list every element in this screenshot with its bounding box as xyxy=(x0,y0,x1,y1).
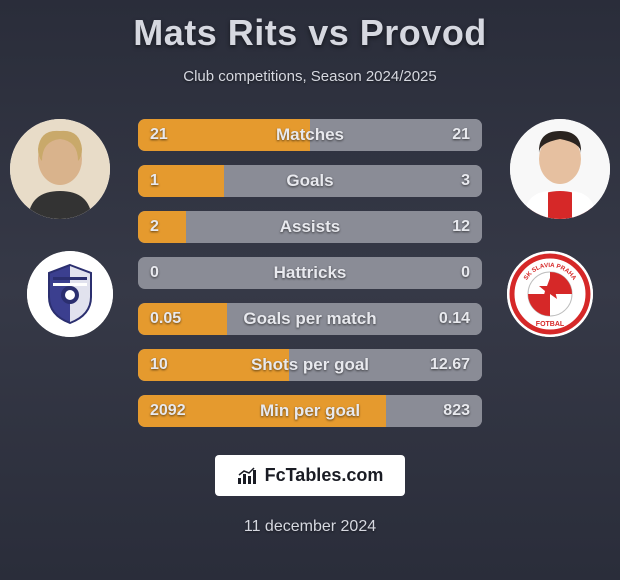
stat-label: Hattricks xyxy=(274,263,347,283)
stat-value-left: 1 xyxy=(150,172,159,190)
header: Mats Rits vs Provod Club competitions, S… xyxy=(0,0,620,85)
stat-row: 0 Hattricks 0 xyxy=(138,257,482,289)
stat-value-right: 3 xyxy=(461,172,470,190)
stat-label: Goals per match xyxy=(243,309,376,329)
stat-value-left: 10 xyxy=(150,356,168,374)
stat-row: 21 Matches 21 xyxy=(138,119,482,151)
footer: FcTables.com 11 december 2024 xyxy=(0,455,620,536)
slavia-crest-icon: SK SLAVIA PRAHA FOTBAL xyxy=(507,251,593,337)
stat-row: 10 Shots per goal 12.67 xyxy=(138,349,482,381)
stat-value-right: 0 xyxy=(461,264,470,282)
brand-badge: FcTables.com xyxy=(215,455,406,496)
bar-right xyxy=(224,165,482,197)
stat-row: 2092 Min per goal 823 xyxy=(138,395,482,427)
stat-label: Goals xyxy=(286,171,333,191)
anderlecht-crest-icon xyxy=(27,251,113,337)
stat-label: Matches xyxy=(276,125,344,145)
chart-icon xyxy=(237,467,259,485)
page-subtitle: Club competitions, Season 2024/2025 xyxy=(0,68,620,85)
stats-rows: 21Matches211Goals32Assists120Hattricks00… xyxy=(138,119,482,427)
stat-value-right: 823 xyxy=(443,402,470,420)
stat-value-left: 2 xyxy=(150,218,159,236)
comparison-panel: SK SLAVIA PRAHA FOTBAL 21 Matches 21 1 Goals… xyxy=(0,119,620,427)
player-left-icon xyxy=(10,119,110,219)
page-title: Mats Rits vs Provod xyxy=(0,12,620,54)
stat-value-left: 2092 xyxy=(150,402,186,420)
stat-label: Assists xyxy=(280,217,340,237)
date-label: 11 december 2024 xyxy=(0,518,620,536)
svg-text:FOTBAL: FOTBAL xyxy=(536,321,565,328)
stat-value-left: 21 xyxy=(150,126,168,144)
stat-label: Min per goal xyxy=(260,401,360,421)
brand-label: FcTables.com xyxy=(265,465,384,486)
stat-label: Shots per goal xyxy=(251,355,369,375)
player-right-icon xyxy=(510,119,610,219)
stat-row: 2 Assists 12 xyxy=(138,211,482,243)
stat-row: 1 Goals 3 xyxy=(138,165,482,197)
stat-value-right: 21 xyxy=(452,126,470,144)
player-left-avatar xyxy=(10,119,110,219)
stat-value-right: 0.14 xyxy=(439,310,470,328)
club-left-badge xyxy=(27,251,113,337)
stat-value-right: 12.67 xyxy=(430,356,470,374)
stat-value-left: 0.05 xyxy=(150,310,181,328)
bar-left xyxy=(138,211,186,243)
player-right-avatar xyxy=(510,119,610,219)
stat-value-left: 0 xyxy=(150,264,159,282)
stat-row: 0.05 Goals per match 0.14 xyxy=(138,303,482,335)
stat-value-right: 12 xyxy=(452,218,470,236)
club-right-badge: SK SLAVIA PRAHA FOTBAL xyxy=(507,251,593,337)
